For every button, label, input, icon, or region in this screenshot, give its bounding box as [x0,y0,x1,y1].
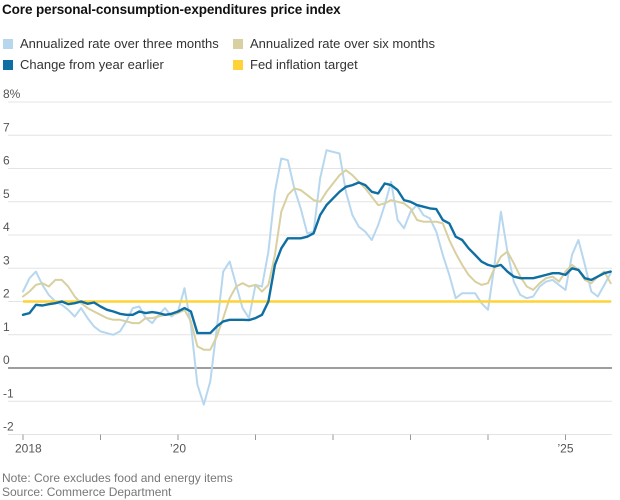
y-tick-label: 5 [3,187,10,201]
legend: Annualized rate over three months Annual… [3,37,435,71]
y-tick-label: 7 [3,120,10,134]
y-tick-label: -1 [3,386,14,400]
legend-label: Fed inflation target [250,57,358,72]
x-tick-label: ’25 [557,442,573,456]
chart-source: Source: Commerce Department [2,485,172,499]
y-tick-label: 1 [3,320,10,334]
y-tick-label: 0 [3,353,10,367]
y-tick-label: 6 [3,154,10,168]
chart-title: Core personal-consumption-expenditures p… [2,2,341,17]
chart-note: Note: Core excludes food and energy item… [2,471,233,485]
y-tick-label: 8% [3,87,21,101]
six-month-line [22,169,612,351]
legend-item-fed-target: Fed inflation target [233,58,435,71]
x-tick-label: 2018 [15,442,42,456]
three-months-swatch-icon [3,38,13,49]
legend-label: Annualized rate over six months [250,36,435,51]
x-tick-label: ’20 [170,442,186,456]
legend-label: Annualized rate over three months [20,36,219,51]
fed-target-swatch-icon [233,59,243,70]
y-tick-label: 4 [3,220,10,234]
y-tick-label: 2 [3,287,10,301]
year-earlier-line [21,181,612,335]
year-earlier-swatch-icon [3,59,13,70]
legend-item-year-earlier: Change from year earlier [3,58,233,71]
y-tick-label: 3 [3,253,10,267]
legend-item-six-months: Annualized rate over six months [233,37,435,50]
legend-label: Change from year earlier [20,57,164,72]
y-tick-label: -2 [3,420,14,434]
six-months-swatch-icon [233,38,243,49]
legend-item-three-months: Annualized rate over three months [3,37,233,50]
